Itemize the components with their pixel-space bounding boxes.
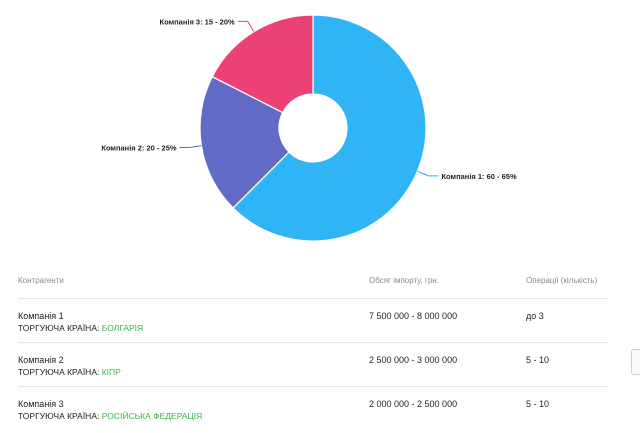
table-row: Компанія 3 ТОРГУЮЧА КРАЇНА: РОСІЙСЬКА ФЕ…	[18, 387, 608, 431]
leader-line-1	[417, 170, 439, 177]
slice-label-2: Компанія 2: 20 - 25%	[101, 144, 176, 153]
counterparty-cell: Компанія 3 ТОРГУЮЧА КРАЇНА: РОСІЙСЬКА ФЕ…	[18, 398, 202, 422]
import-volume-cell: 2 000 000 - 2 500 000	[369, 399, 458, 409]
import-volume-cell: 2 500 000 - 3 000 000	[369, 355, 458, 365]
company-name: Компанія 1	[18, 311, 64, 321]
company-name: Компанія 2	[18, 355, 64, 365]
scroll-handle[interactable]	[631, 349, 640, 375]
trading-country: ТОРГУЮЧА КРАЇНА: РОСІЙСЬКА ФЕДЕРАЦІЯ	[18, 410, 202, 422]
country-value: КІПР	[101, 367, 121, 377]
trading-country: ТОРГУЮЧА КРАЇНА: БОЛГАРІЯ	[18, 322, 143, 334]
header-operations: Операції (кількість)	[526, 276, 598, 285]
country-prefix: ТОРГУЮЧА КРАЇНА:	[18, 411, 100, 421]
donut-chart-svg: Компанія 1: 60 - 65% Компанія 2: 20 - 25%…	[101, 14, 517, 242]
company-name: Компанія 3	[18, 399, 64, 409]
leader-line-2	[179, 145, 202, 149]
header-import-volume: Обсяг імпорту, грн.	[369, 276, 439, 285]
slice-label-3: Компанія 3: 15 - 20%	[160, 17, 235, 26]
country-prefix: ТОРГУЮЧА КРАЇНА:	[18, 367, 100, 377]
import-volume-cell: 7 500 000 - 8 000 000	[369, 311, 458, 321]
slice-label-1: Компанія 1: 60 - 65%	[441, 172, 516, 181]
trading-country: ТОРГУЮЧА КРАЇНА: КІПР	[18, 366, 121, 378]
pie-slice-1	[232, 14, 427, 242]
operations-cell: 5 - 10	[526, 355, 550, 365]
counterparty-cell: Компанія 1 ТОРГУЮЧА КРАЇНА: БОЛГАРІЯ	[18, 310, 143, 334]
donut-chart: Компанія 1: 60 - 65% Компанія 2: 20 - 25%…	[101, 14, 517, 242]
table-header: Контрагенти Обсяг імпорту, грн. Операції…	[18, 266, 608, 299]
header-counterparties: Контрагенти	[18, 276, 64, 285]
operations-cell: до 3	[526, 311, 544, 321]
country-value: РОСІЙСЬКА ФЕДЕРАЦІЯ	[101, 411, 203, 421]
table-row: Компанія 2 ТОРГУЮЧА КРАЇНА: КІПР 2 500 0…	[18, 343, 608, 387]
counterparty-cell: Компанія 2 ТОРГУЮЧА КРАЇНА: КІПР	[18, 354, 121, 378]
leader-line-3	[237, 20, 255, 32]
country-value: БОЛГАРІЯ	[101, 323, 144, 333]
operations-cell: 5 - 10	[526, 399, 550, 409]
table-row: Компанія 1 ТОРГУЮЧА КРАЇНА: БОЛГАРІЯ 7 5…	[18, 299, 608, 343]
counterparties-table: Контрагенти Обсяг імпорту, грн. Операції…	[18, 266, 608, 431]
pie-slice-3	[211, 14, 314, 114]
country-prefix: ТОРГУЮЧА КРАЇНА:	[18, 323, 100, 333]
pie-slice-2	[199, 75, 290, 209]
